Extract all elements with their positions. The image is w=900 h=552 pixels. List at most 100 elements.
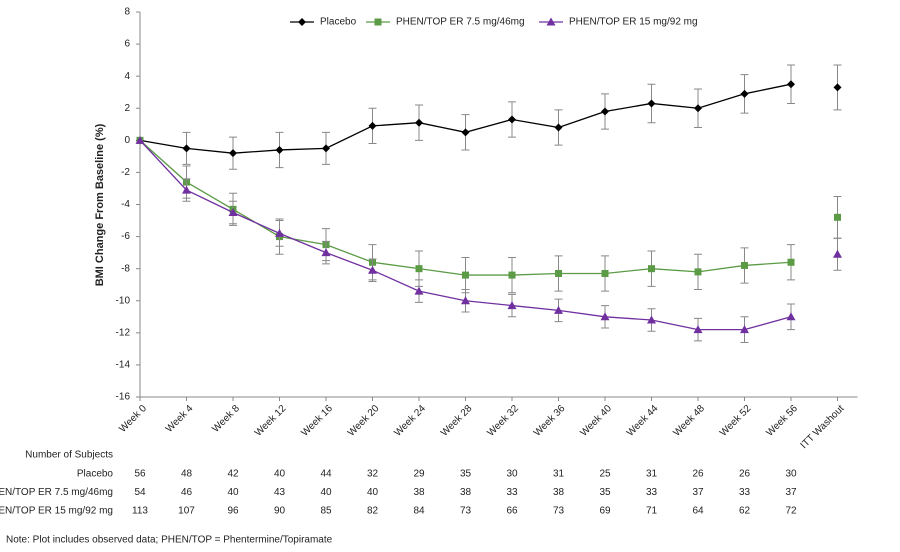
table-cell: 107 bbox=[178, 506, 195, 517]
y-tick-label: -4 bbox=[121, 199, 130, 210]
table-cell: 37 bbox=[785, 487, 797, 498]
x-tick-label: Week 32 bbox=[485, 403, 521, 439]
x-tick-label: Week 8 bbox=[210, 403, 242, 435]
table-cell: 54 bbox=[134, 487, 146, 498]
y-axis-label: BMI Change From Baseline (%) bbox=[94, 123, 106, 286]
marker bbox=[374, 18, 382, 26]
legend-label: PHEN/TOP ER 15 mg/92 mg bbox=[569, 17, 698, 28]
table-cell: 73 bbox=[460, 506, 472, 517]
y-tick-label: -16 bbox=[116, 392, 131, 403]
x-tick-label: Week 24 bbox=[392, 403, 428, 439]
marker bbox=[554, 123, 563, 132]
table-cell: 44 bbox=[320, 469, 332, 480]
table-cell: 38 bbox=[413, 487, 425, 498]
note: Note: Plot includes observed data; PHEN/… bbox=[6, 535, 333, 546]
table-cell: 71 bbox=[646, 506, 658, 517]
x-tick-label: Week 44 bbox=[625, 403, 661, 439]
table-cell: 38 bbox=[553, 487, 565, 498]
table-cell: 37 bbox=[692, 487, 704, 498]
x-tick-label: Week 4 bbox=[164, 403, 196, 435]
y-tick-label: 0 bbox=[124, 135, 130, 146]
table-cell: 40 bbox=[320, 487, 332, 498]
table-cell: 26 bbox=[739, 469, 751, 480]
marker bbox=[648, 265, 655, 273]
table-cell: 30 bbox=[506, 469, 518, 480]
marker bbox=[182, 185, 191, 194]
series-line bbox=[139, 139, 792, 276]
table-cell: 48 bbox=[181, 469, 193, 480]
x-tick-label: Week 40 bbox=[578, 403, 614, 439]
table-cell: 30 bbox=[785, 469, 797, 480]
y-tick-label: 6 bbox=[124, 39, 130, 50]
table-cell: 26 bbox=[692, 469, 704, 480]
x-tick-label: Week 48 bbox=[671, 403, 707, 439]
x-tick-label: Week 0 bbox=[117, 403, 149, 435]
marker bbox=[740, 325, 749, 334]
x-tick-label: Week 36 bbox=[532, 403, 568, 439]
y-tick-label: -2 bbox=[121, 167, 130, 178]
table-cell: 90 bbox=[274, 506, 286, 517]
marker bbox=[275, 145, 284, 154]
table-cell: 33 bbox=[506, 487, 518, 498]
table-cell: 62 bbox=[739, 506, 751, 517]
table-cell: 72 bbox=[785, 506, 797, 517]
marker bbox=[647, 99, 656, 108]
marker bbox=[415, 265, 423, 273]
marker bbox=[694, 104, 702, 113]
table-cell: 46 bbox=[181, 487, 193, 498]
legend-label: Placebo bbox=[320, 17, 357, 28]
marker bbox=[554, 305, 563, 314]
table-cell: 33 bbox=[739, 487, 751, 498]
table-cell: 31 bbox=[553, 469, 565, 480]
marker bbox=[507, 301, 517, 310]
legend-label: PHEN/TOP ER 7.5 mg/46mg bbox=[396, 17, 525, 28]
marker bbox=[786, 312, 796, 321]
table-cell: 73 bbox=[553, 506, 565, 517]
marker bbox=[368, 265, 377, 274]
marker bbox=[787, 258, 795, 266]
marker bbox=[601, 107, 609, 116]
marker bbox=[693, 325, 703, 334]
x-tick-label: Week 16 bbox=[299, 403, 335, 439]
marker bbox=[298, 18, 306, 26]
table-cell: 66 bbox=[506, 506, 518, 517]
table-cell: 85 bbox=[320, 506, 332, 517]
table-cell: 33 bbox=[646, 487, 658, 498]
marker bbox=[182, 144, 191, 153]
y-tick-label: 2 bbox=[124, 103, 130, 114]
table-cell: 25 bbox=[599, 469, 611, 480]
marker bbox=[322, 144, 330, 153]
marker bbox=[368, 121, 377, 130]
marker bbox=[414, 286, 424, 295]
table-cell: 113 bbox=[132, 506, 148, 517]
table-cell: 29 bbox=[413, 469, 425, 480]
table-cell: 38 bbox=[460, 487, 472, 498]
table-cell: 64 bbox=[692, 506, 704, 517]
table-cell: 32 bbox=[367, 469, 379, 480]
marker bbox=[833, 83, 842, 92]
x-tick-label: Week 56 bbox=[764, 403, 800, 439]
y-tick-label: -12 bbox=[116, 327, 131, 338]
y-tick-label: 4 bbox=[124, 71, 130, 82]
marker bbox=[555, 269, 562, 277]
marker bbox=[601, 269, 609, 277]
table-cell: 82 bbox=[367, 506, 379, 517]
table-cell: 35 bbox=[460, 469, 472, 480]
table-title: Number of Subjects bbox=[25, 450, 113, 461]
marker bbox=[462, 271, 469, 279]
table-cell: 84 bbox=[413, 506, 425, 517]
table-row-label: PHEN/TOP ER 7.5 mg/46mg bbox=[0, 487, 113, 498]
marker bbox=[508, 115, 516, 124]
marker bbox=[508, 271, 516, 279]
marker bbox=[787, 80, 795, 89]
marker bbox=[741, 261, 748, 269]
marker bbox=[833, 249, 842, 258]
x-tick-label: Week 20 bbox=[346, 403, 382, 439]
y-tick-label: -10 bbox=[116, 295, 131, 306]
table-cell: 96 bbox=[227, 506, 239, 517]
marker bbox=[834, 213, 841, 221]
table-cell: 31 bbox=[646, 469, 658, 480]
x-tick-label: Week 52 bbox=[718, 403, 754, 439]
marker bbox=[321, 248, 331, 257]
